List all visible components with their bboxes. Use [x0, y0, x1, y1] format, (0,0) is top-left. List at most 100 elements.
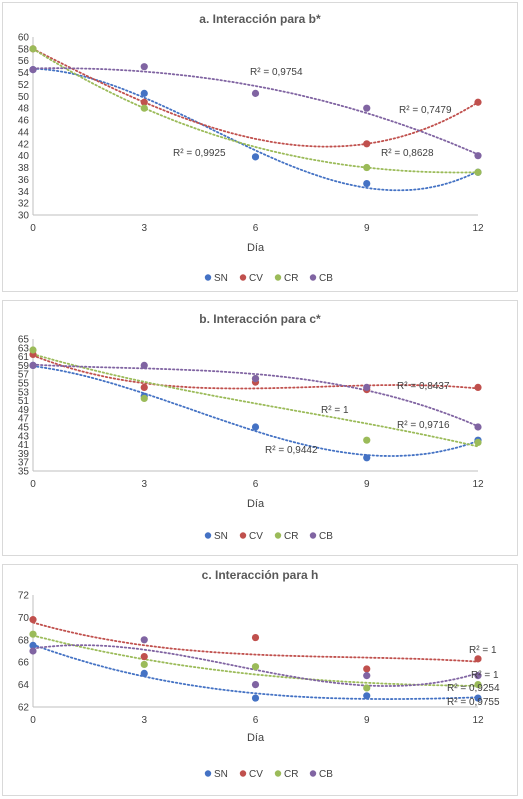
legend-marker-sn — [204, 274, 212, 281]
data-point-sn — [251, 423, 260, 431]
x-axis-label: Día — [247, 242, 265, 254]
y-tick-label: 59 — [18, 361, 30, 372]
legend-label-sn: SN — [214, 531, 228, 542]
data-point-cb — [363, 383, 371, 391]
trendline-cr — [32, 353, 479, 448]
legend-marker-sn — [204, 532, 212, 539]
data-point-sn — [474, 694, 482, 702]
data-point-cv — [140, 383, 148, 391]
x-axis-label: Día — [247, 732, 265, 744]
x-tick-label: 12 — [472, 479, 484, 490]
data-point-cb — [140, 63, 148, 71]
data-point-cb — [29, 66, 37, 74]
y-tick-label: 54 — [18, 68, 30, 79]
chart-title: c. Interacción para h — [202, 568, 319, 582]
y-tick-label: 56 — [18, 56, 30, 67]
y-tick-label: 43 — [18, 431, 30, 442]
y-tick-label: 35 — [18, 467, 30, 478]
data-point-sn — [29, 641, 37, 649]
x-tick-label: 0 — [30, 479, 36, 490]
data-point-sn — [140, 89, 148, 97]
y-tick-label: 65 — [18, 335, 30, 346]
r-squared-label: R² = 0,9755 — [447, 697, 500, 708]
y-tick-label: 60 — [18, 33, 30, 44]
data-point-cb — [251, 681, 260, 689]
trendline-cv — [32, 621, 479, 663]
data-point-sn — [251, 694, 260, 702]
y-tick-label: 68 — [18, 635, 30, 646]
data-point-sn — [140, 669, 148, 677]
x-tick-label: 9 — [364, 715, 370, 726]
legend-label-sn: SN — [214, 769, 228, 780]
data-point-cv — [474, 655, 482, 663]
legend-marker-cr — [274, 532, 282, 539]
data-point-cb — [251, 375, 260, 383]
x-tick-label: 3 — [141, 479, 147, 490]
legend-label-cv: CV — [249, 273, 263, 284]
data-point-cv — [140, 653, 148, 661]
legend-marker-cr — [274, 770, 282, 777]
legend-label-cb: CB — [319, 531, 333, 542]
data-point-cv — [363, 140, 371, 148]
legend-label-cb: CB — [319, 273, 333, 284]
x-tick-label: 6 — [253, 223, 259, 234]
legend-marker-cr — [274, 274, 282, 281]
y-tick-label: 39 — [18, 449, 30, 460]
trendline-cb — [32, 363, 479, 428]
data-point-cv — [474, 98, 482, 106]
data-point-cb — [251, 89, 260, 97]
r-squared-label: R² = 1 — [469, 645, 497, 656]
legend-marker-cb — [309, 532, 317, 539]
r-squared-label: R² = 0,8437 — [397, 381, 450, 392]
y-tick-label: 52 — [18, 80, 30, 91]
y-tick-label: 55 — [18, 379, 30, 390]
data-point-cr — [29, 630, 37, 638]
y-tick-label: 58 — [18, 44, 30, 55]
chart-panel-c-star: b. Interacción para c* 35 37 39 41 43 45 47 49 51… — [2, 300, 518, 556]
data-point-cr — [363, 163, 371, 172]
legend-label-sn: SN — [214, 273, 228, 284]
x-tick-label: 6 — [253, 479, 259, 490]
data-point-sn — [363, 692, 371, 700]
data-point-sn — [363, 454, 371, 462]
y-tick-label: 61 — [18, 352, 30, 363]
y-tick-label: 53 — [18, 387, 30, 398]
r-squared-label: R² = 0,9442 — [265, 445, 318, 456]
data-point-cb — [474, 423, 482, 431]
data-point-cr — [251, 663, 260, 671]
data-point-cv — [140, 98, 148, 106]
legend-marker-cb — [309, 770, 317, 777]
y-tick-label: 63 — [18, 343, 30, 354]
y-tick-label: 36 — [18, 175, 30, 186]
legend-label-cr: CR — [284, 769, 298, 780]
x-tick-label: 9 — [364, 223, 370, 234]
y-tick-label: 37 — [18, 458, 30, 469]
y-tick-label: 46 — [18, 116, 30, 127]
r-squared-label: R² = 0,8628 — [381, 148, 434, 159]
chart-c-star: b. Interacción para c*353739414345474951… — [18, 312, 484, 542]
y-tick-label: 48 — [18, 104, 30, 115]
data-point-cr — [29, 346, 37, 354]
trendline-cr — [32, 48, 479, 174]
legend-label-cv: CV — [249, 531, 263, 542]
legend-marker-cb — [309, 274, 317, 281]
data-point-cb — [474, 152, 482, 160]
trendline-sn — [32, 67, 479, 192]
data-point-cb — [29, 647, 37, 655]
data-point-cr — [363, 684, 371, 692]
y-tick-label: 47 — [18, 414, 30, 425]
y-tick-label: 51 — [18, 396, 30, 407]
data-point-cv — [29, 616, 37, 624]
data-point-cv — [474, 383, 482, 391]
r-squared-label: R² = 0,9716 — [397, 420, 450, 431]
x-tick-label: 12 — [472, 715, 484, 726]
r-squared-label: R² = 0,9754 — [250, 67, 303, 78]
trendline-cv — [32, 354, 479, 390]
legend-marker-cv — [239, 770, 247, 777]
data-point-cb — [29, 361, 37, 369]
r-squared-label: R² = 1 — [471, 670, 499, 681]
legend-label-cr: CR — [284, 531, 298, 542]
r-squared-label: R² = 1 — [321, 405, 349, 416]
r-squared-label: R² = 0,7479 — [399, 105, 452, 116]
y-tick-label: 40 — [18, 151, 30, 162]
